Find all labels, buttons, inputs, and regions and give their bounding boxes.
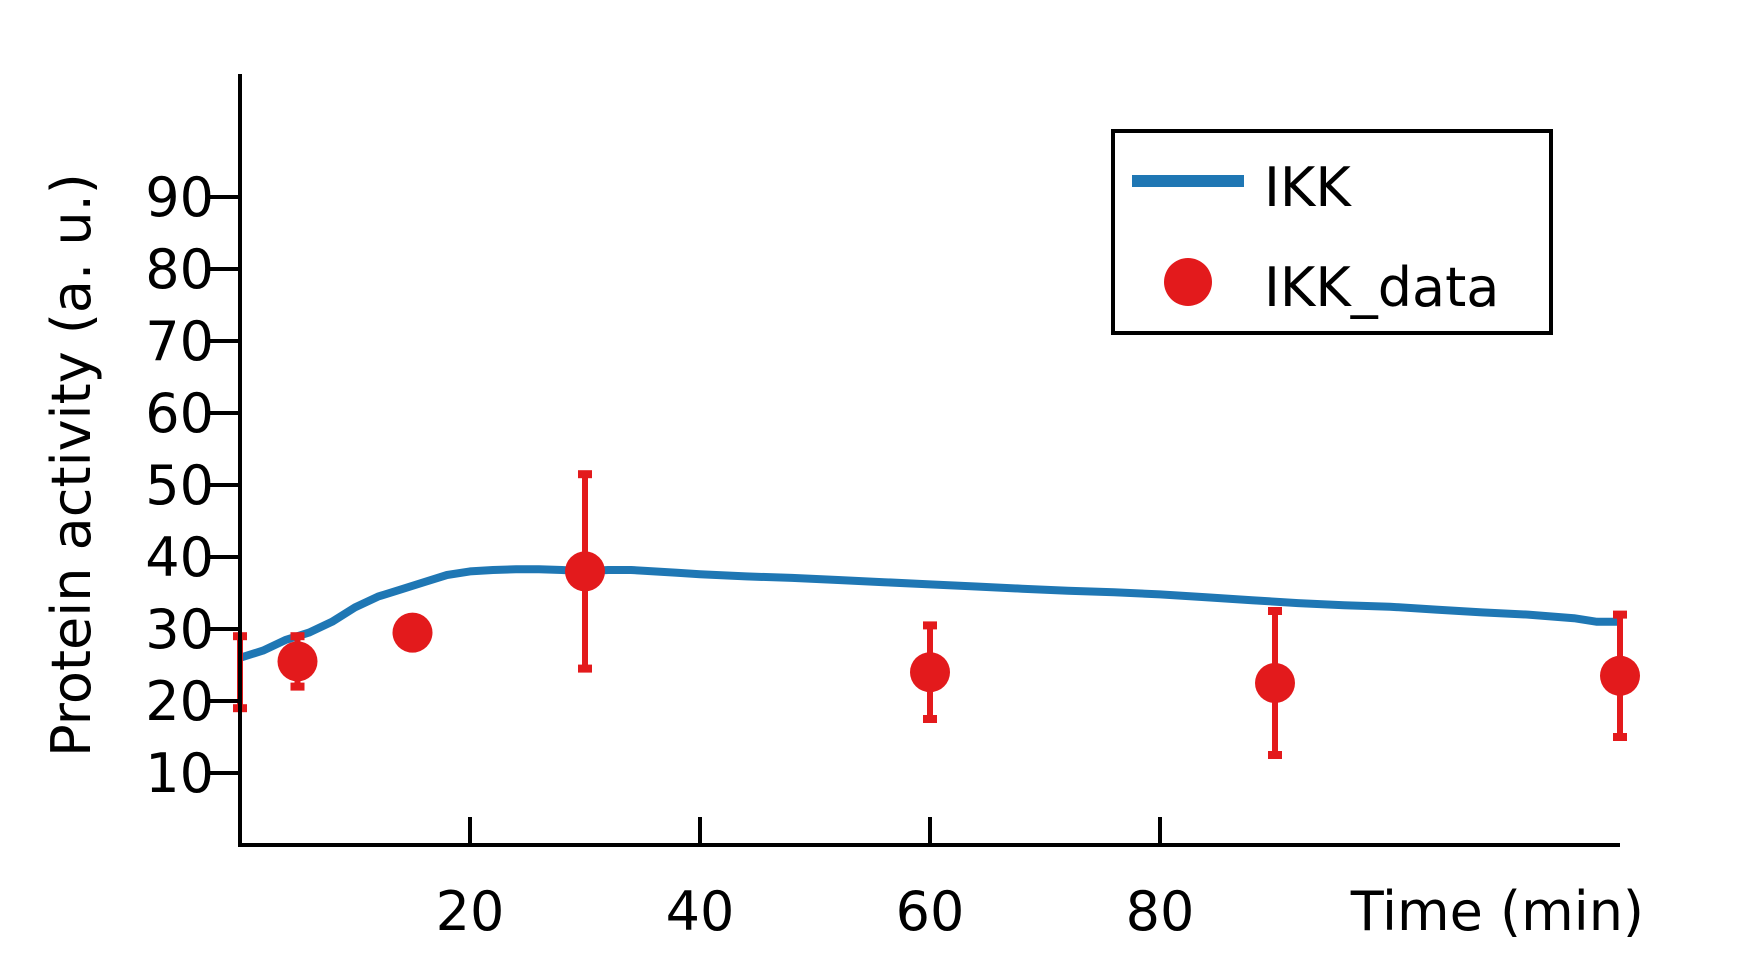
y-tick-label: 40 xyxy=(145,526,214,589)
x-tick-label: 40 xyxy=(666,880,735,943)
x-axis-label: Time (min) xyxy=(1350,880,1644,943)
y-tick-label: 50 xyxy=(145,454,214,517)
y-tick-label: 90 xyxy=(145,166,214,229)
legend-label-ikk-data: IKK_data xyxy=(1264,256,1499,319)
y-tick-label: 80 xyxy=(145,238,214,301)
ikk-series-line xyxy=(238,565,1620,662)
y-tick-label: 70 xyxy=(145,310,214,373)
y-tick-label: 10 xyxy=(145,742,214,805)
legend-dot-swatch xyxy=(1164,258,1212,306)
y-tick-label: 20 xyxy=(145,670,214,733)
legend: IKK IKK_data xyxy=(1111,129,1553,335)
x-tick-label: 20 xyxy=(436,880,505,943)
ikk-data-point xyxy=(277,641,318,682)
plot-area xyxy=(233,470,1640,759)
y-axis-label: Protein activity (a. u.) xyxy=(40,173,103,757)
ikk-data-point xyxy=(1600,655,1640,696)
ikk-data-point xyxy=(565,551,605,592)
axes: 10 20 30 40 50 60 70 80 90 20 40 60 80 xyxy=(145,74,1620,943)
x-tick-label: 80 xyxy=(1126,880,1195,943)
y-tick-label: 30 xyxy=(145,598,214,661)
ikk-data-point xyxy=(392,612,433,653)
y-tick-label: 60 xyxy=(145,382,214,445)
legend-label-ikk: IKK xyxy=(1264,156,1352,219)
ikk-data-point xyxy=(1255,663,1295,703)
x-tick-label: 60 xyxy=(896,880,965,943)
ikk-data-point xyxy=(910,652,950,693)
